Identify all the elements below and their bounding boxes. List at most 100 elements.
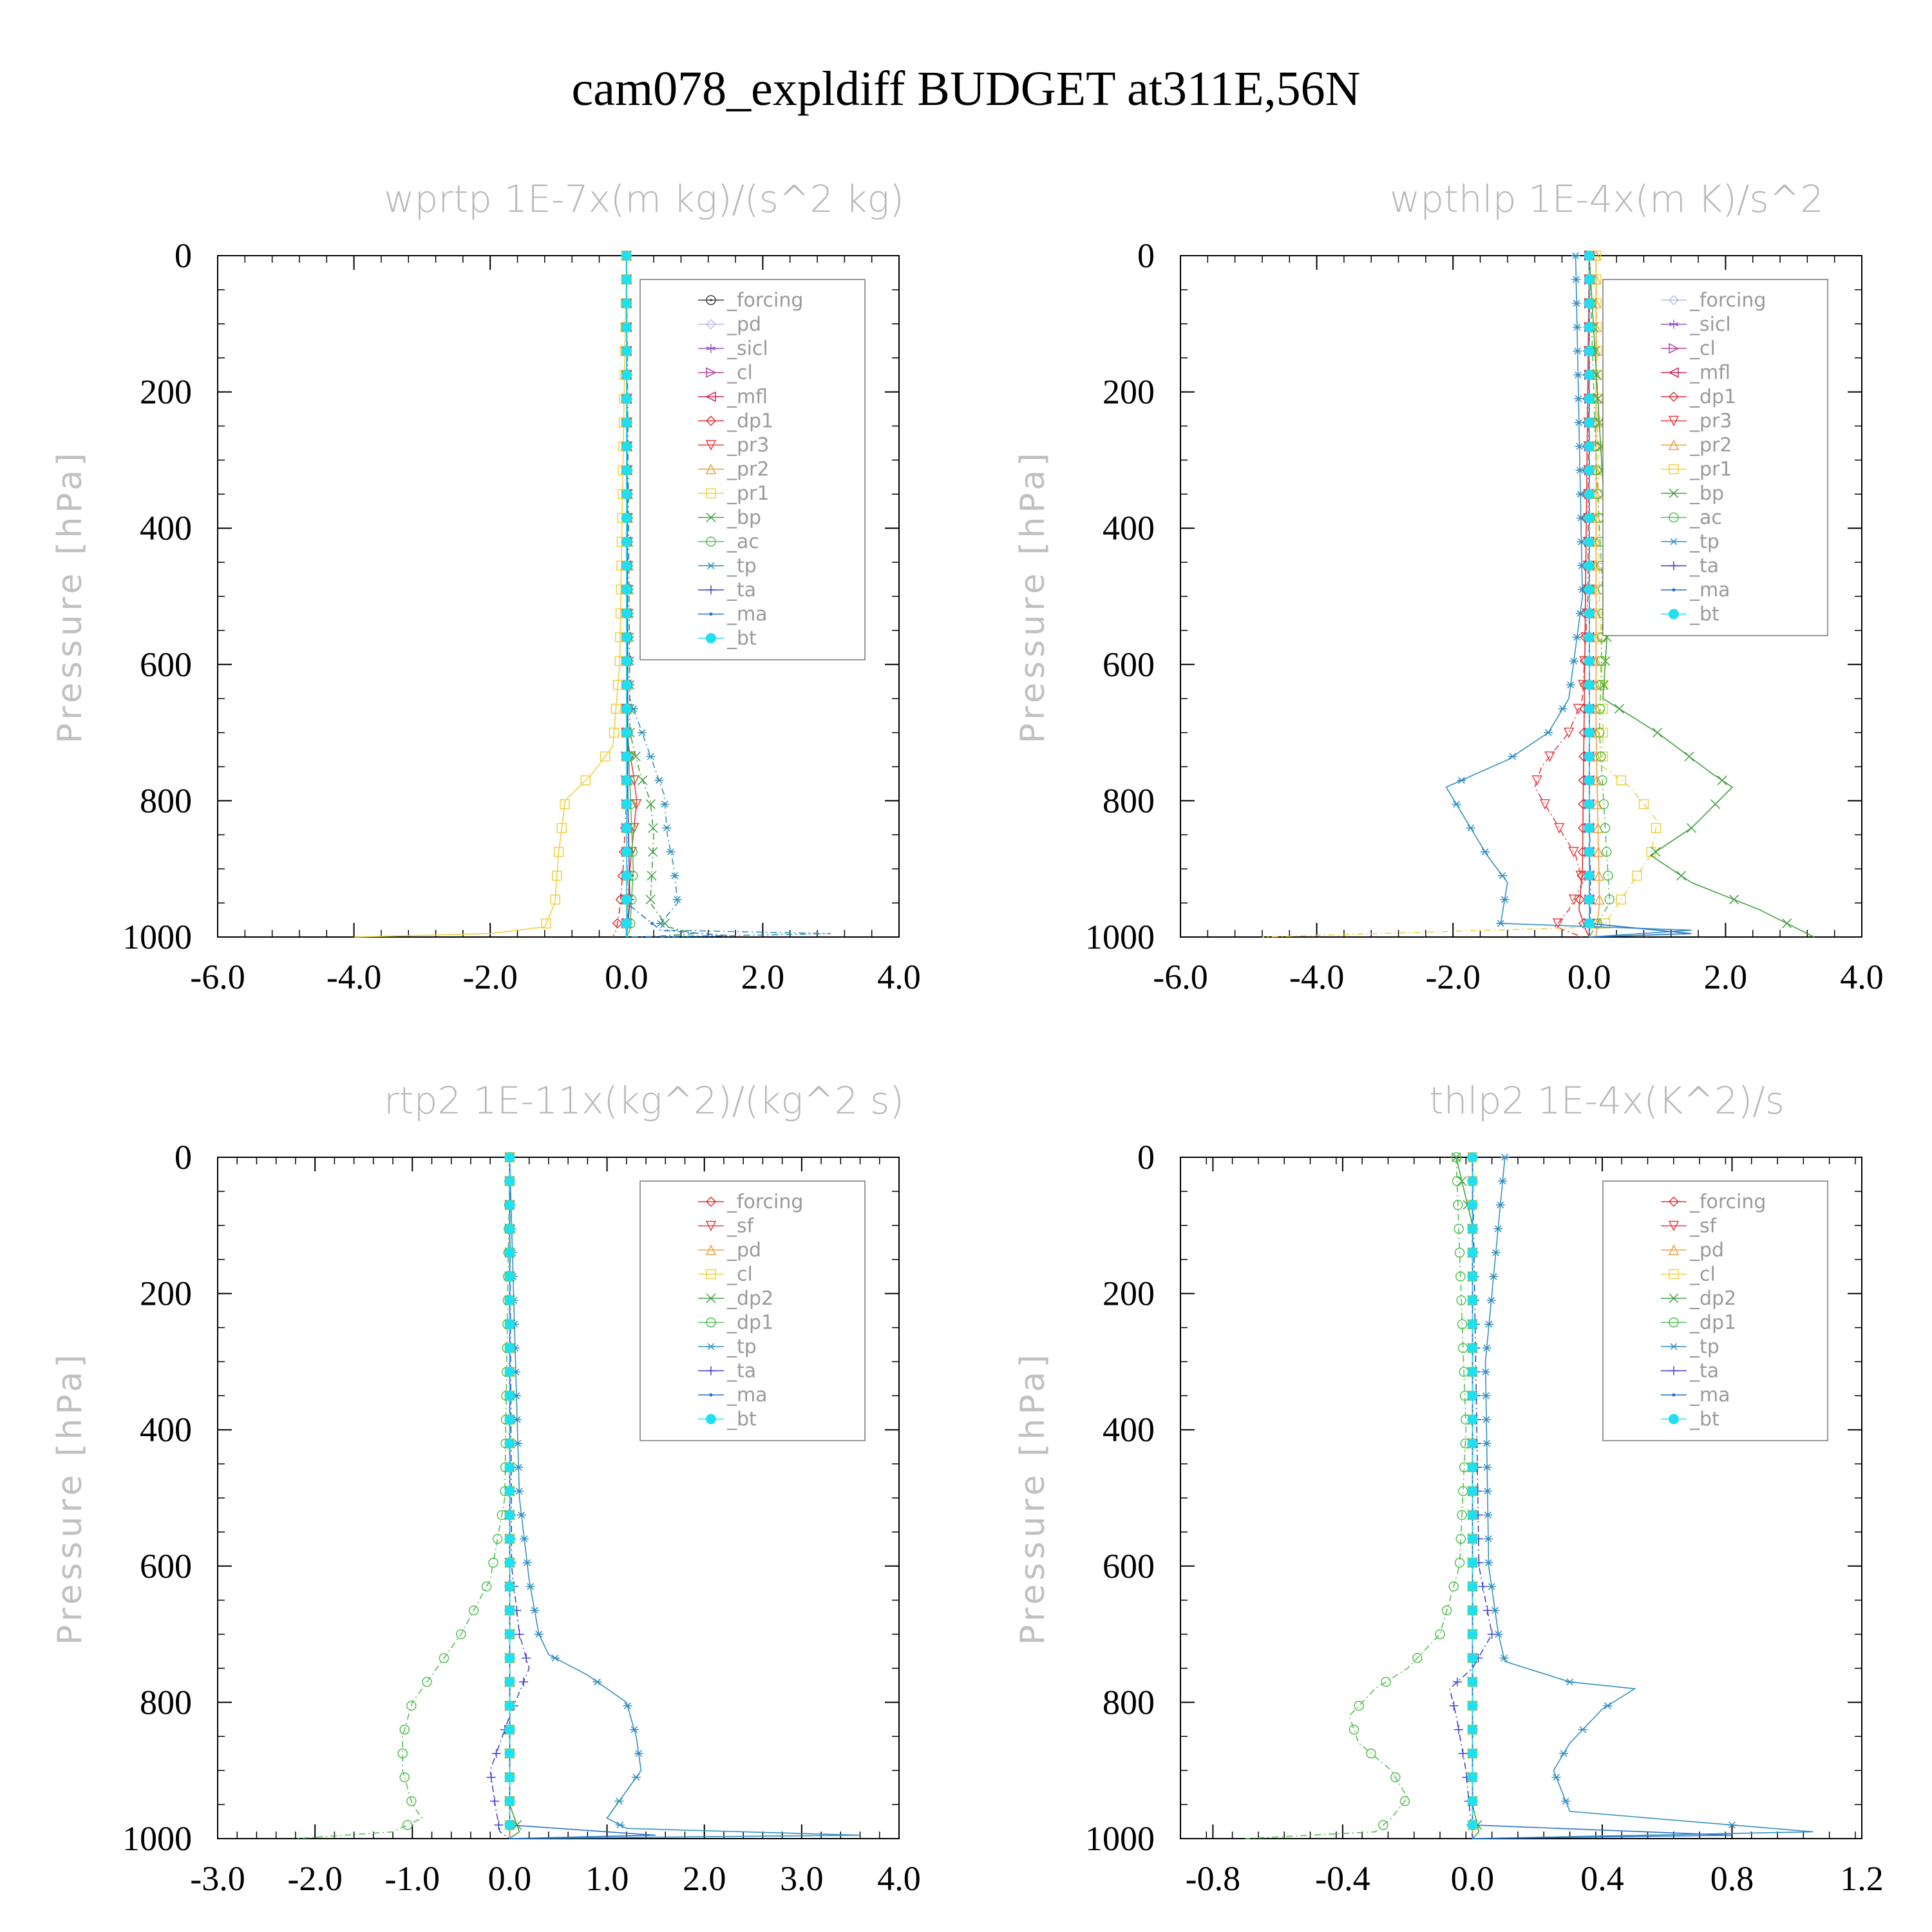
series-point xyxy=(399,1772,410,1783)
series-point xyxy=(504,1367,515,1378)
x-tick-label: 2.0 xyxy=(683,1859,726,1898)
legend-marker xyxy=(1668,1196,1680,1208)
legend-box xyxy=(639,279,866,661)
series-point xyxy=(1467,1724,1478,1735)
series-point xyxy=(1595,703,1605,714)
legend-label: _dp2 xyxy=(1689,1287,1736,1310)
series-point xyxy=(1594,894,1605,905)
series-point xyxy=(1551,1774,1561,1781)
series-point xyxy=(504,1462,515,1473)
series-point xyxy=(504,1414,515,1425)
series-point xyxy=(504,1295,515,1306)
series-point xyxy=(609,727,620,738)
series-point xyxy=(662,824,672,832)
series-point xyxy=(1539,799,1551,810)
series-point xyxy=(1457,777,1466,784)
series-point xyxy=(515,1629,524,1639)
series-point xyxy=(1574,419,1584,426)
series-point xyxy=(1729,895,1739,905)
y-axis-label: Pressure [hPa] xyxy=(51,450,90,744)
series-point xyxy=(1495,1201,1505,1209)
series-point xyxy=(1566,681,1575,688)
legend-label: _ta xyxy=(726,579,756,601)
series-point xyxy=(1565,1678,1575,1686)
x-tick-label: 4.0 xyxy=(877,958,921,996)
series-point xyxy=(1616,775,1626,786)
series-point xyxy=(672,896,682,904)
y-tick-label: 200 xyxy=(1103,373,1155,412)
series-point xyxy=(486,1772,496,1782)
series-point xyxy=(1452,800,1461,808)
panel-title: rtp2 1E-11x(kg^2)/(kg^2 s) xyxy=(384,1079,904,1122)
series-line xyxy=(626,255,831,938)
legend-marker xyxy=(705,633,716,643)
x-tick-label: -4.0 xyxy=(327,958,381,996)
series-point xyxy=(1632,871,1642,881)
series-point xyxy=(621,870,632,881)
series-bt xyxy=(621,251,632,937)
legend-item: _sf xyxy=(1660,1215,1718,1238)
series-tp xyxy=(1472,1153,1814,1839)
series-point xyxy=(1592,799,1603,810)
legend-marker xyxy=(705,319,717,330)
series-point xyxy=(1496,920,1506,927)
series-point xyxy=(1573,703,1584,715)
legend-marker xyxy=(709,1393,713,1397)
legend-item: _pr1 xyxy=(1660,459,1732,481)
legend-item: _bt xyxy=(1660,1408,1719,1431)
x-tick-label: -6.0 xyxy=(190,958,245,996)
legend-item: _bp xyxy=(697,507,761,529)
legend-label: _dp1 xyxy=(726,1312,773,1334)
series-point xyxy=(1584,727,1595,738)
series-point xyxy=(1604,895,1615,905)
legend-label: _dp2 xyxy=(726,1287,773,1310)
series-point xyxy=(1454,1557,1465,1568)
series-point xyxy=(1584,393,1595,404)
series-point xyxy=(1568,847,1579,858)
legend-label: _ta xyxy=(1689,1360,1719,1383)
legend-item: _tp xyxy=(1660,1336,1719,1358)
legend-marker xyxy=(1669,538,1678,545)
legend-label: _bt xyxy=(1689,1408,1719,1431)
series-line xyxy=(1534,255,1590,938)
series-point xyxy=(666,848,676,856)
series-point xyxy=(1575,610,1585,617)
series-point xyxy=(600,751,611,762)
series-point xyxy=(1584,894,1595,905)
series-point xyxy=(1454,1224,1464,1234)
series-point xyxy=(621,656,632,667)
series-point xyxy=(621,846,632,857)
series-point xyxy=(580,775,591,786)
series-point xyxy=(629,1726,639,1734)
series-point xyxy=(592,1678,602,1686)
series-point xyxy=(1456,1295,1466,1305)
series-point xyxy=(1467,1605,1478,1616)
series-point xyxy=(490,1796,500,1806)
legend-label: _cl xyxy=(1689,1264,1716,1286)
series-line xyxy=(489,1157,530,1839)
series-point xyxy=(611,703,621,714)
x-tick-label: 0.4 xyxy=(1580,1859,1624,1898)
series-point xyxy=(1467,1629,1478,1640)
legend-item: _pd xyxy=(697,314,761,336)
series-point xyxy=(1354,1700,1364,1711)
series-point xyxy=(621,251,632,261)
series-point xyxy=(1596,656,1607,667)
series-point xyxy=(1602,847,1612,857)
legend-marker xyxy=(1668,415,1680,427)
series-point xyxy=(1584,584,1595,595)
series-point xyxy=(1600,918,1611,929)
series-point xyxy=(650,922,654,925)
legend-marker xyxy=(1669,1343,1678,1350)
series-point xyxy=(1584,703,1595,714)
y-axis-label: Pressure [hPa] xyxy=(1014,1351,1052,1645)
series-point xyxy=(621,775,632,786)
x-tick-label: -4.0 xyxy=(1289,958,1344,996)
legend-label: _tp xyxy=(1689,1336,1719,1358)
chart-1: 0 200 400 600 800 1000-6.0 -4.0 -2.0 0.0 2.0 4.0 Pr… xyxy=(1014,236,1884,996)
series-point xyxy=(621,298,632,309)
series-point xyxy=(468,1605,479,1616)
y-tick-label: 800 xyxy=(140,1683,192,1721)
series-point xyxy=(522,1559,532,1566)
x-tick-label: 0.0 xyxy=(1451,1859,1495,1898)
